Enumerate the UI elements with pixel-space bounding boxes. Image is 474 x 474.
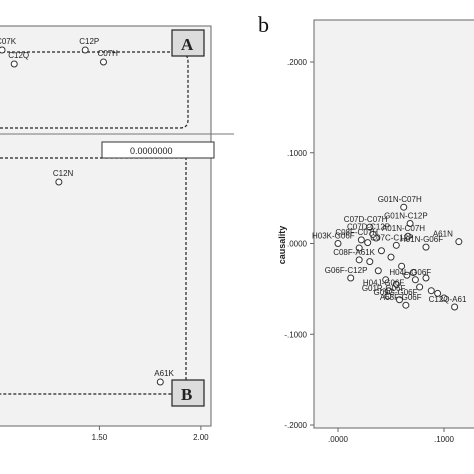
- panel-b-point: [406, 220, 414, 228]
- panel-b-point: [398, 262, 406, 270]
- panel-b-point-label: G06F-C12P: [325, 266, 368, 275]
- panel-b-point: [434, 289, 442, 297]
- panel-b-point: [366, 258, 374, 266]
- panel-b-y-tick-label: .2000: [287, 58, 308, 67]
- panel-b: b causality .2000.1000.0000-.1000-.2000 …: [258, 12, 474, 444]
- panel-b-point: [392, 280, 400, 288]
- annotation-letter-A: A: [181, 35, 194, 54]
- panel-b-point-label: A01N-C07H: [382, 224, 425, 233]
- panel-b-point: [409, 269, 417, 277]
- panel-b-y-tick-label: -.2000: [284, 421, 307, 430]
- annotation-letter-B: B: [181, 385, 192, 404]
- panel-b-point-label: C12Q-A61: [429, 295, 467, 304]
- panel-b-point: [416, 283, 424, 291]
- panel-b-y-axis-label: causality: [277, 226, 287, 265]
- panel-b-x-tick-label: .0000: [328, 435, 349, 444]
- panel-b-x-ticks: .0000 .1000: [328, 428, 455, 444]
- panel-b-point: [384, 292, 392, 300]
- panel-a-reference-value-box: [101, 141, 215, 159]
- annotation-box-A: [171, 29, 205, 57]
- panel-b-point-label: C08F-C07H: [335, 228, 378, 237]
- panel-b-point: [357, 236, 365, 244]
- panel-b-point-label: G01N-C12P: [384, 212, 428, 221]
- panel-b-point-label: H04L-G06F: [389, 268, 431, 277]
- panel-b-plot-area: [313, 19, 474, 429]
- panel-a: 0.0000000 A B C07K C12Q C12P C07H C12N A61K 1…: [0, 25, 234, 442]
- panel-b-point: [422, 274, 430, 282]
- panel-a-point: [55, 178, 63, 186]
- panel-b-point: [402, 301, 410, 309]
- panel-b-point: [455, 238, 463, 246]
- panel-b-point-label: H04J-G06F: [363, 279, 404, 288]
- panel-a-point-label: C12Q: [8, 51, 29, 60]
- panel-a-plot-area: [0, 25, 212, 427]
- panel-b-y-ticks: .2000 .1000 .0000 -.1000 -.2000: [284, 58, 314, 430]
- panel-a-point-label: C12P: [79, 37, 99, 46]
- panel-b-point-label: G01N-C07H: [378, 195, 422, 204]
- panel-a-x-tick-label: 2.00: [193, 433, 209, 442]
- panel-b-point: [403, 271, 411, 279]
- panel-a-points: C07K C12Q C12P C07H C12N A61K: [0, 37, 175, 386]
- panel-b-title: b: [258, 12, 269, 37]
- panel-a-point: [99, 58, 107, 66]
- panel-a-point-label: C07K: [0, 37, 17, 46]
- panel-b-point: [355, 244, 363, 252]
- panel-b-point-label: H01N-G06F: [400, 235, 443, 244]
- panel-b-point: [440, 294, 448, 302]
- panel-b-point: [451, 303, 459, 311]
- panel-b-y-tick-label: .0000: [287, 240, 308, 249]
- panel-b-point-label: C07C-C12P: [370, 233, 413, 242]
- panel-a-point-label: A61K: [154, 369, 174, 378]
- panel-b-point: [347, 274, 355, 282]
- panel-b-point: [382, 276, 390, 284]
- panel-b-point-label: C07D-C07H: [344, 215, 388, 224]
- panel-b-point: [387, 253, 395, 261]
- panel-a-point: [0, 46, 6, 54]
- panel-b-point: [392, 241, 400, 249]
- panel-b-point-label: A61N: [433, 230, 453, 239]
- panel-b-point: [395, 296, 403, 304]
- panel-a-point-label: C12N: [53, 169, 74, 178]
- panel-b-point: [404, 232, 412, 240]
- annotation-box-B: [171, 379, 205, 407]
- panel-b-x-tick-label: .1000: [434, 435, 455, 444]
- panel-a-x-ticks: 1.50 2.00: [92, 426, 209, 442]
- panel-b-point-label: C08F-A61K: [333, 248, 375, 257]
- panel-b-point: [334, 240, 342, 247]
- panel-a-point-label: C07H: [97, 49, 118, 58]
- panel-b-point-label: A63F-G06F: [380, 293, 422, 302]
- panel-b-point: [400, 203, 408, 211]
- panel-b-point: [427, 287, 435, 295]
- panel-a-point: [156, 378, 164, 386]
- panel-a-point: [81, 46, 89, 54]
- panel-b-point: [374, 267, 382, 275]
- panel-b-point-label: C07D-C12P: [347, 222, 390, 231]
- panel-a-point: [10, 60, 18, 68]
- panel-b-point: [377, 247, 385, 255]
- panel-b-point-label: G01R-G06F: [362, 284, 406, 293]
- panel-b-point: [422, 243, 430, 251]
- panel-b-y-tick-label: -.1000: [284, 330, 307, 339]
- panel-b-point: [366, 223, 374, 231]
- panel-b-point: [355, 256, 363, 264]
- panel-b-point: [411, 276, 419, 284]
- panel-a-x-tick-label: 1.50: [92, 433, 108, 442]
- panel-b-point-label: H03K-G06F: [312, 232, 355, 241]
- panel-b-point-label: G09G-G06F: [373, 288, 417, 297]
- panel-b-point: [364, 239, 372, 247]
- panel-b-y-tick-label: .1000: [287, 149, 308, 158]
- panel-a-reference-value: 0.0000000: [130, 146, 173, 156]
- panel-b-point: [369, 230, 377, 238]
